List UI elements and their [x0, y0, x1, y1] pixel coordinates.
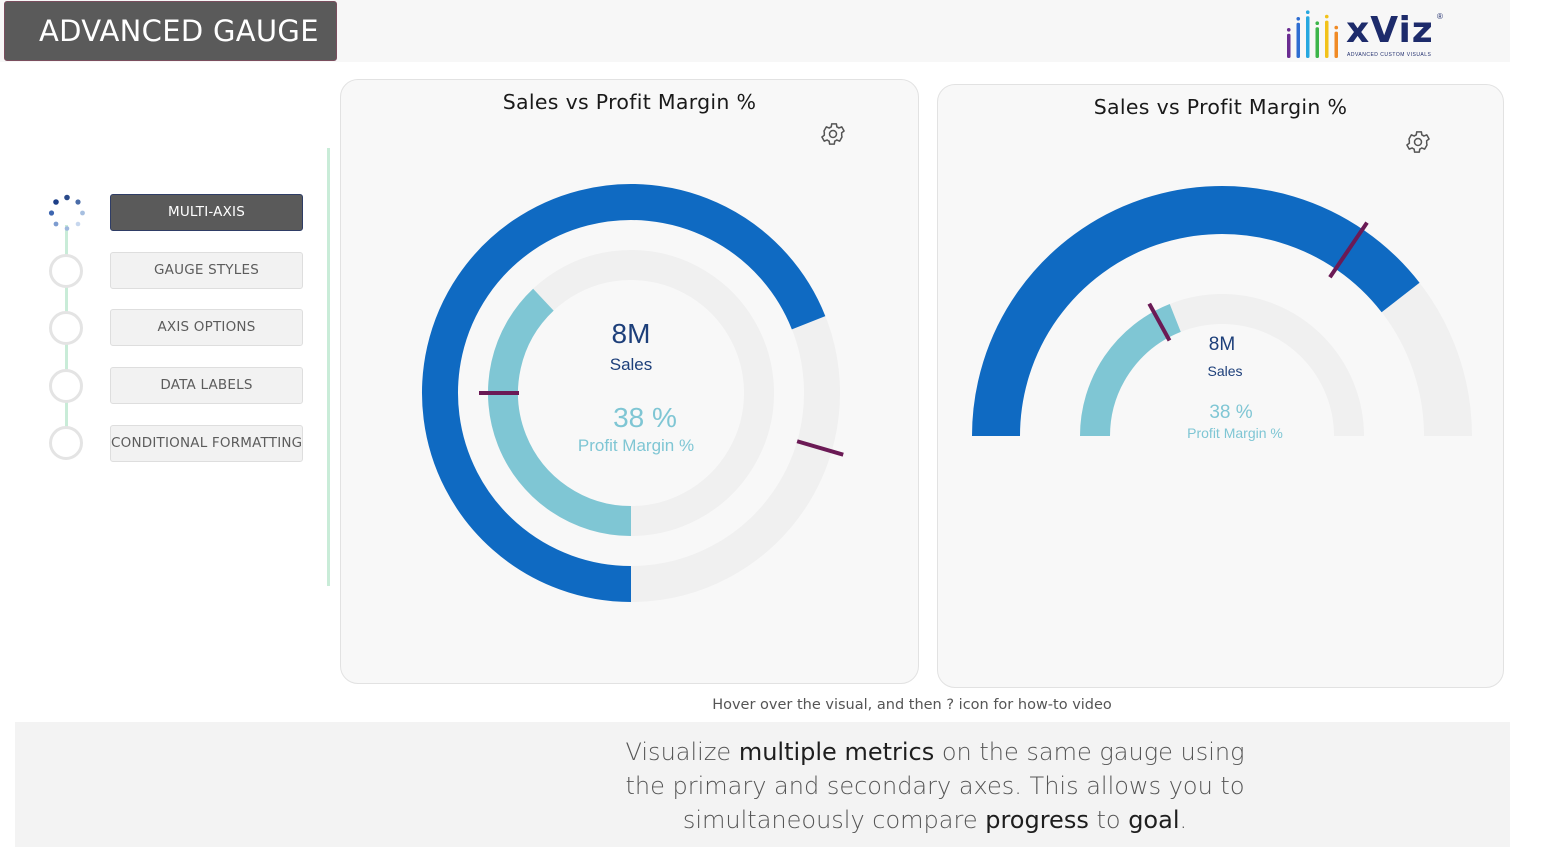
step-indicator	[49, 311, 83, 345]
gauge-title: Sales vs Profit Margin %	[1093, 95, 1348, 119]
gauge-card-full[interactable]: Sales vs Profit Margin % 8M Sales 38 % P…	[340, 79, 919, 684]
xviz-logo: xViz ® ADVANCED CUSTOM VISUALS	[1284, 4, 1454, 60]
step-button-axis-options[interactable]: AXIS OPTIONS	[110, 309, 303, 346]
logo-bars-icon	[1286, 10, 1339, 59]
secondary-axis-fill	[488, 288, 632, 536]
primary-name-label: Sales	[610, 355, 653, 374]
logo-bar	[1334, 31, 1338, 58]
description-text: Visualize multiple metrics on the same g…	[622, 735, 1248, 837]
secondary-value-label: 38 %	[1209, 402, 1252, 423]
step-indicator	[49, 369, 83, 403]
logo-dot	[1315, 21, 1320, 25]
section-divider	[327, 148, 330, 586]
gear-icon[interactable]	[819, 120, 847, 148]
description-part: Visualize	[625, 738, 739, 766]
description-emphasis: multiple metrics	[738, 738, 935, 766]
hint-text: Hover over the visual, and then ? icon f…	[712, 697, 1112, 713]
primary-value-label: 8M	[612, 318, 651, 349]
step-indicator	[49, 426, 83, 460]
hint-label: Hover over the visual, and then ? icon f…	[712, 697, 1112, 713]
secondary-name-label: Profit Margin %	[1187, 425, 1283, 441]
step-button-conditional-formatting[interactable]: CONDITIONAL FORMATTING	[110, 425, 303, 462]
logo-dot	[1324, 14, 1329, 19]
primary-target-marker	[1328, 221, 1369, 279]
logo-bar	[1315, 27, 1319, 58]
logo-dot	[1296, 17, 1301, 21]
description-emphasis: goal	[1128, 806, 1180, 834]
step-button-multi-axis[interactable]: MULTI-AXIS	[110, 194, 303, 231]
gear-icon[interactable]	[1404, 128, 1432, 156]
logo-dot	[1334, 25, 1339, 30]
step-button-gauge-styles[interactable]: GAUGE STYLES	[110, 252, 303, 289]
page-title: ADVANCED GAUGE	[4, 1, 337, 61]
secondary-target-marker	[1147, 302, 1172, 342]
primary-name-label: Sales	[1207, 363, 1242, 379]
secondary-value-label: 38 %	[613, 402, 677, 433]
description-part: .	[1179, 806, 1188, 834]
logo-subtitle: ADVANCED CUSTOM VISUALS	[1347, 52, 1432, 58]
secondary-name-label: Profit Margin %	[578, 436, 694, 455]
logo-registered: ®	[1437, 12, 1443, 21]
logo-bar	[1325, 20, 1329, 59]
gauge-full-svg: 8M Sales 38 % Profit Margin %	[422, 184, 844, 602]
primary-value-label: 8M	[1209, 334, 1235, 355]
step-button-data-labels[interactable]: DATA LABELS	[110, 367, 303, 404]
logo-bar	[1306, 16, 1310, 58]
gauge-title: Sales vs Profit Margin %	[502, 90, 757, 114]
description-band	[15, 722, 1510, 847]
primary-axis-fill	[972, 186, 1420, 437]
secondary-axis-fill	[1080, 303, 1182, 437]
primary-target-marker	[796, 439, 844, 457]
logo-dot	[1286, 28, 1291, 32]
primary-axis-fill	[422, 184, 826, 602]
gauge-semi-svg: 8M Sales 38 % Profit Margin %	[972, 186, 1472, 441]
description-emphasis: progress	[985, 806, 1089, 834]
logo-text: xViz	[1346, 10, 1434, 51]
logo-dot	[1305, 10, 1310, 14]
gauge-card-semi[interactable]: Sales vs Profit Margin % 8M Sales 38 % P…	[937, 84, 1504, 688]
description-part: on the same gauge using the primary and …	[625, 738, 1245, 834]
logo-bar	[1287, 33, 1291, 58]
description-part: to	[1088, 806, 1129, 834]
step-indicator	[49, 254, 83, 288]
logo-bar	[1296, 22, 1300, 58]
loading-spinner-icon	[48, 194, 85, 231]
